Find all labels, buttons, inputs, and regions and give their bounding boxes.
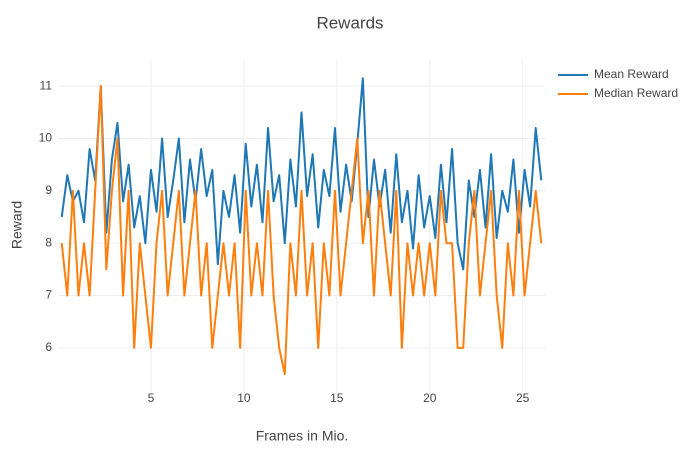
x-tick-label: 25 — [516, 391, 530, 405]
legend-label: Mean Reward — [594, 67, 669, 81]
chart-title: Rewards — [316, 13, 383, 32]
line-series — [60, 85, 543, 376]
y-tick-label: 9 — [45, 183, 52, 197]
x-tick-label: 20 — [423, 391, 437, 405]
y-tick-label: 6 — [45, 340, 52, 354]
x-axis-label: Frames in Mio. — [256, 428, 349, 444]
y-tick-label: 8 — [45, 235, 52, 249]
y-tick-label: 10 — [39, 131, 53, 145]
y-tick-label: 7 — [45, 288, 52, 302]
y-tick-label: 11 — [40, 78, 53, 92]
x-tick-label: 15 — [330, 391, 344, 405]
x-tick-label: 5 — [148, 391, 155, 405]
legend-label: Median Reward — [594, 86, 678, 100]
line-series — [60, 77, 543, 271]
x-tick-label: 10 — [237, 391, 251, 405]
y-axis-label: Reward — [9, 201, 25, 249]
